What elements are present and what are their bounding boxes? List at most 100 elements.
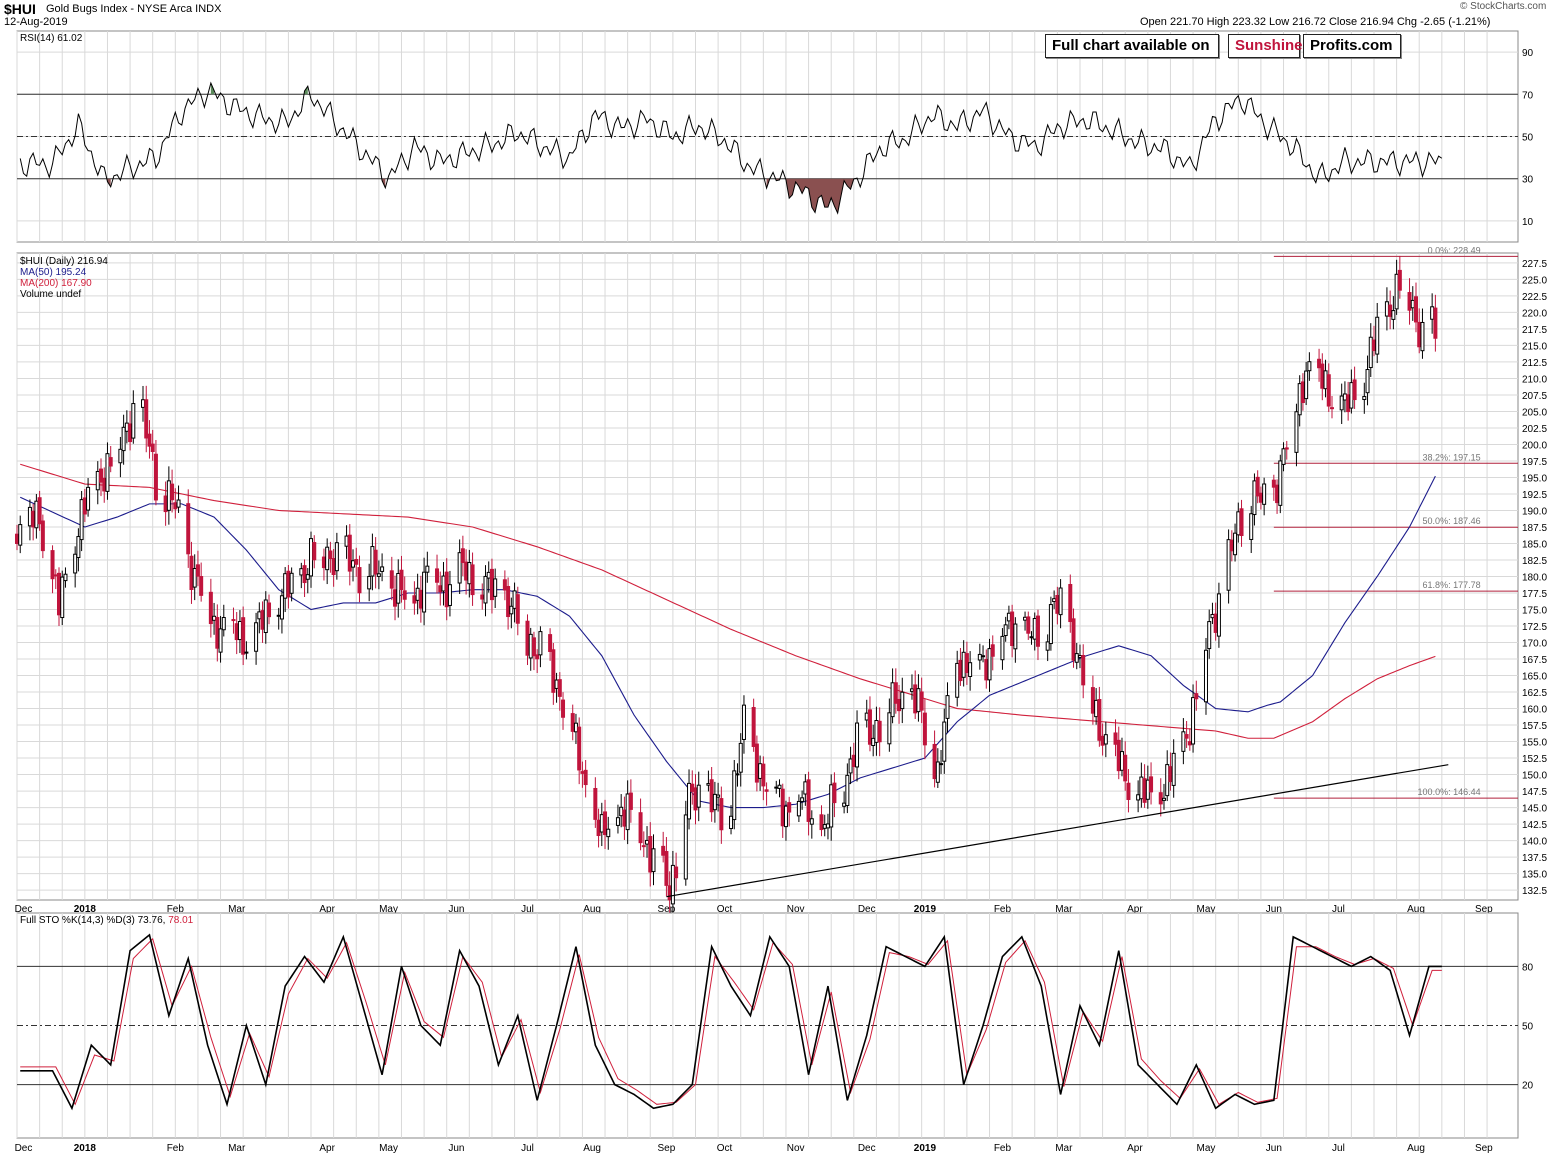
candle-body [464,561,469,581]
candle-body [922,712,927,746]
candle-body [31,510,36,528]
candle-body [696,784,701,808]
candle-body [732,770,737,821]
price-tick-label: 145.0 [1522,804,1547,815]
candle-body [1271,479,1276,488]
candle-body [502,579,507,591]
candle-body [535,654,540,660]
x-axis-label: Aug [583,904,601,915]
x-axis-label: 2019 [914,1143,937,1154]
candle-body [231,619,236,622]
x-axis-label: 2018 [74,1143,97,1154]
candle-body [189,555,194,590]
candle-body [1161,797,1166,801]
candle-body [803,781,808,795]
candle-body [99,468,104,483]
promo-banner[interactable]: Full chart available on Sunshine Profits… [1045,34,1401,58]
candle-body [603,811,608,836]
x-axis-label: Jun [448,904,464,915]
x-axis-label: Mar [1055,904,1073,915]
candle-body [712,793,717,811]
candle-body [1006,612,1011,622]
candle-body [945,695,950,719]
candle-body [1165,764,1170,797]
candle-body [192,568,197,588]
candle-body [176,499,181,508]
candle-body [1032,618,1037,640]
candle-body [1171,752,1176,786]
candle-body [418,589,423,609]
candle-body [279,595,284,620]
candle-body [218,628,223,653]
candle-body [932,743,937,780]
price-tick-label: 195.0 [1522,473,1547,484]
candle-body [312,542,317,561]
candle-body [1026,616,1031,634]
candle-body [716,794,721,798]
candle-body [283,573,288,599]
candle-body [877,720,882,743]
support-trendline [666,764,1449,898]
candle-body [108,457,113,467]
candle-body [79,499,84,541]
candle-body [1233,532,1238,556]
stockcharts-brand[interactable]: © StockCharts.com [1460,1,1547,12]
x-axis-label: Sep [1475,1143,1493,1154]
candle-body [1136,794,1141,801]
candle-body [1216,593,1221,637]
candle-body [538,631,543,656]
x-axis-label: Jul [1332,1143,1345,1154]
sto-d-line [20,937,1442,1106]
candle-body [515,594,520,624]
candle-body [199,576,204,596]
candle-body [1281,448,1286,465]
x-axis-label: Jun [1266,1143,1282,1154]
candle-body [939,763,944,766]
candle-body [299,568,304,576]
candle-body [628,792,633,810]
x-axis-label: Dec [15,904,33,915]
candle-body [1326,374,1331,407]
candle-body [144,399,149,439]
candle-body [596,819,601,837]
candle-body [334,542,339,572]
candle-body [489,568,494,601]
promo-brand-profits[interactable]: Profits.com [1303,34,1401,58]
price-tick-label: 212.5 [1522,358,1547,369]
candle-body [548,634,553,652]
candle-body [221,617,226,631]
candle-body [215,617,220,649]
candle-body [651,848,656,873]
candle-body [286,570,291,598]
rsi-line [19,81,1443,215]
candle-body [913,684,918,714]
stochastic-panel: 20 50 80 Dec 2018 Feb Mar Apr May Jun Jul Aug Sep Oc… [15,912,1534,1154]
candle-body [457,552,462,584]
candle-body [848,758,853,774]
candle-body [735,773,740,776]
promo-brand-sunshine[interactable]: Sunshine [1228,34,1303,58]
candle-body [674,866,679,879]
x-axis-label: May [1197,904,1216,915]
candle-body [309,538,314,577]
candle-body [18,524,23,546]
candle-body [1262,483,1267,505]
candle-body [328,550,333,560]
x-axis-label: Apr [319,904,335,915]
candle-body [961,651,966,678]
candle-body [867,709,872,745]
candle-body [525,620,530,656]
candle-body [1139,776,1144,800]
candle-body [102,477,107,492]
candle-body [1384,301,1389,317]
candle-body [1297,383,1302,416]
sto-title-k: Full STO %K(14,3) %D(3) 73.76, [20,915,166,926]
candle-body [1365,369,1370,394]
candle-body [1029,636,1034,639]
candle-body [367,575,372,590]
x-axis-label: Feb [167,904,185,915]
candle-body [173,502,178,510]
candle-body [1213,613,1218,633]
candle-body [447,584,452,606]
candle-body [212,615,217,621]
